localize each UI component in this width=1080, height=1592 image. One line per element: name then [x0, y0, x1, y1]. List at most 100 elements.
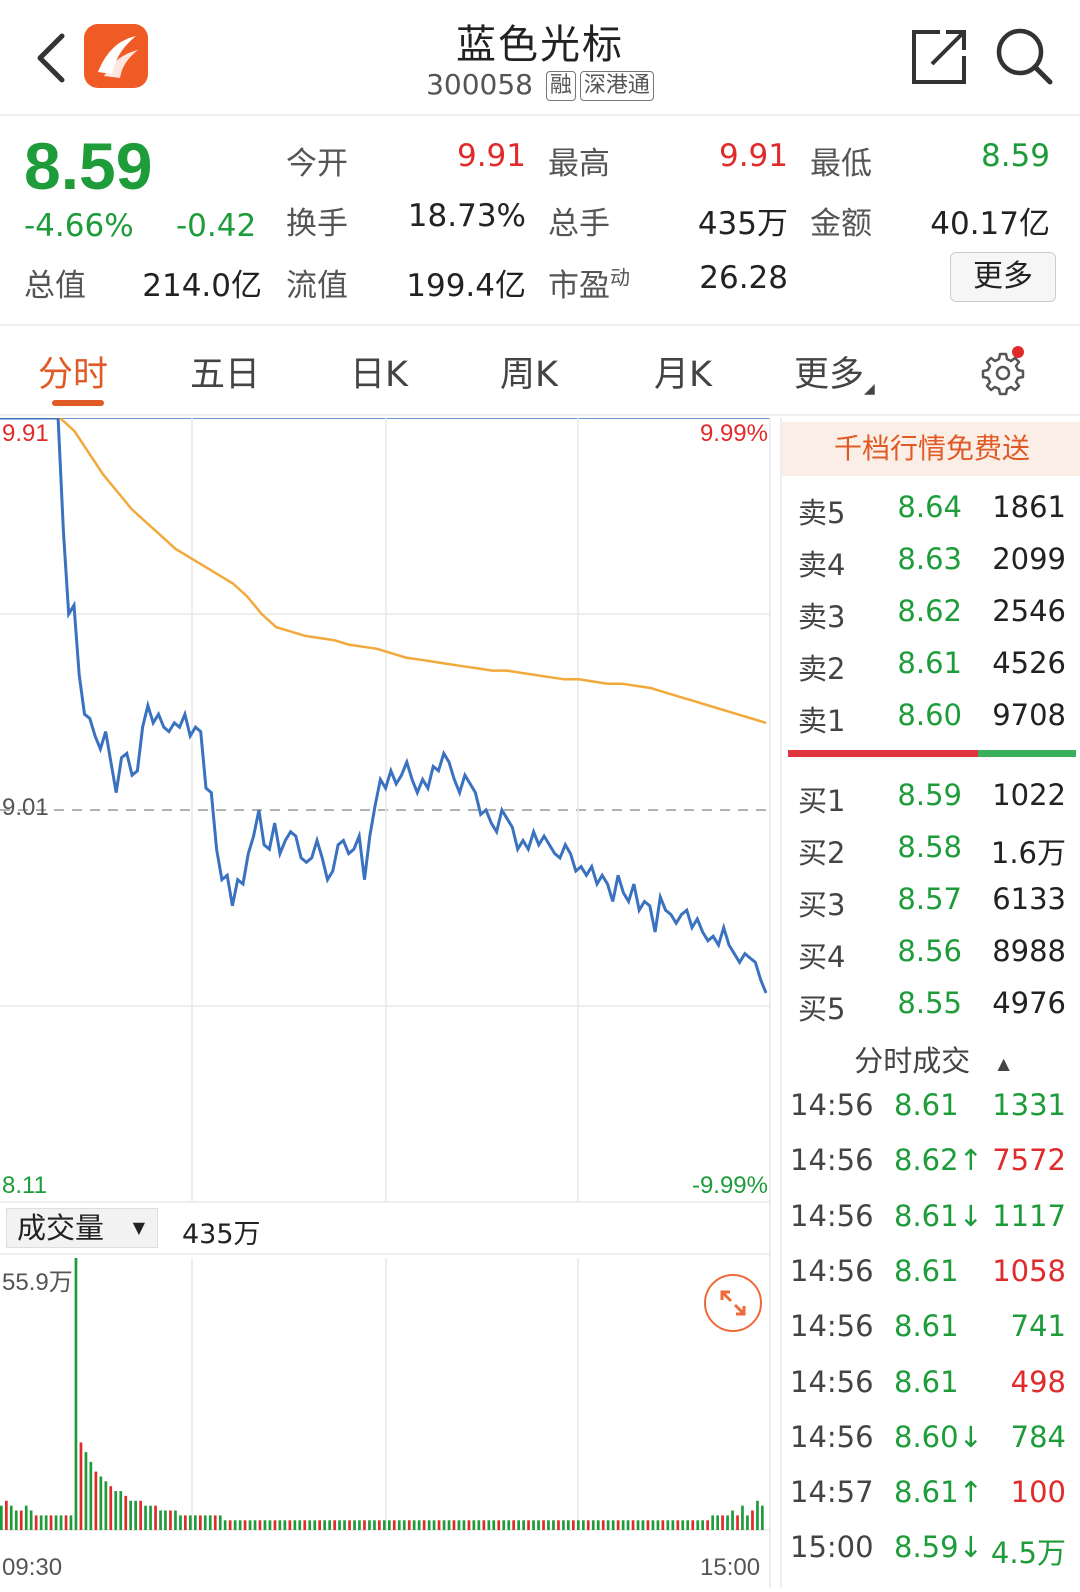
- volume-bar: [442, 1520, 446, 1530]
- tab-daily-k[interactable]: 日K: [350, 355, 408, 395]
- tab-five-day[interactable]: 五日: [190, 355, 261, 395]
- volume-bar: [268, 1520, 272, 1530]
- volume-label: 总手: [548, 206, 610, 242]
- volume-bar: [417, 1520, 421, 1530]
- tick-price: 8.59↓: [894, 1530, 983, 1565]
- pct-tick-low: -9.99%: [691, 1172, 768, 1199]
- ask-label: 卖4: [798, 548, 846, 582]
- tab-intraday[interactable]: 分时: [38, 355, 109, 395]
- volume-bar: [154, 1505, 157, 1530]
- volume-bar: [631, 1520, 635, 1530]
- amount-value: 40.17亿: [930, 206, 1050, 242]
- volume-bar: [686, 1520, 690, 1530]
- margin-tag: 融: [545, 71, 576, 101]
- volume-bar: [129, 1500, 132, 1530]
- chart-settings-button[interactable]: [980, 346, 1026, 396]
- volume-bar: [696, 1520, 700, 1530]
- volume-bar: [189, 1515, 192, 1530]
- volume-bar: [124, 1495, 128, 1530]
- tab-weekly-k[interactable]: 周K: [500, 355, 558, 395]
- volume-max-label: 55.9万: [2, 1269, 73, 1296]
- volume-value: 435万: [697, 206, 788, 242]
- volume-bar: [641, 1520, 645, 1530]
- fullscreen-button[interactable]: [704, 1274, 762, 1332]
- volume-bar: [303, 1520, 307, 1530]
- promo-banner[interactable]: 千档行情免费送: [782, 422, 1080, 476]
- volume-bar: [263, 1520, 267, 1530]
- volume-bar: [149, 1505, 152, 1530]
- volume-bar: [731, 1510, 734, 1530]
- volume-bar: [343, 1520, 346, 1530]
- volume-bars: [0, 1258, 764, 1530]
- gear-icon: [981, 352, 1025, 396]
- volume-indicator-select[interactable]: 成交量 ▼: [6, 1208, 158, 1248]
- tick-volume: 1331: [992, 1088, 1066, 1122]
- share-button[interactable]: [910, 28, 968, 86]
- ask-label: 卖5: [798, 496, 846, 530]
- volume-bar: [114, 1491, 118, 1530]
- tick-price: 8.60↓: [894, 1419, 983, 1454]
- tick-price: 8.61: [894, 1309, 959, 1344]
- chart-tabs: 分时 五日 日K 周K 月K 更多◢: [0, 328, 1080, 416]
- volume-bar: [502, 1520, 506, 1530]
- low-label: 最低: [810, 146, 872, 182]
- ask-ratio-segment: [788, 750, 979, 757]
- volume-bar: [666, 1520, 670, 1530]
- tick-price: 8.62↑: [894, 1143, 983, 1178]
- volume-bar: [174, 1510, 177, 1530]
- ask-price: 8.64: [897, 490, 962, 524]
- volume-bar: [751, 1510, 754, 1530]
- y-tick-low: 8.11: [2, 1172, 47, 1199]
- tick-row: 14:56 8.61 498: [782, 1359, 1080, 1411]
- stock-name: 蓝色光标: [456, 22, 624, 68]
- volume-bar: [74, 1258, 78, 1530]
- back-button[interactable]: [30, 30, 74, 86]
- tick-time: 14:56: [790, 1309, 874, 1344]
- volume-bar: [89, 1461, 93, 1530]
- ask-volume: 9708: [992, 698, 1066, 732]
- volume-bar: [283, 1520, 287, 1530]
- intraday-chart[interactable]: 9.91 9.01 8.11 9.99% -9.99% 成交量 ▼ 435万 5…: [0, 416, 780, 1588]
- volume-bar: [512, 1520, 515, 1530]
- pe-value: 26.28: [699, 260, 788, 296]
- more-quote-button[interactable]: 更多: [950, 252, 1056, 302]
- bid-volume: 4976: [992, 986, 1066, 1020]
- volume-bar: [24, 1505, 28, 1530]
- volume-bar: [761, 1505, 764, 1530]
- volume-bar: [199, 1515, 202, 1530]
- volume-bar: [253, 1520, 257, 1530]
- share-icon: [912, 30, 966, 84]
- volume-bar: [383, 1520, 386, 1530]
- volume-bar: [159, 1510, 162, 1530]
- volume-bar: [427, 1520, 431, 1530]
- open-label: 今开: [286, 146, 348, 182]
- float-cap-value: 199.4亿: [406, 268, 526, 304]
- volume-bar: [119, 1491, 123, 1530]
- volume-bar: [139, 1500, 142, 1530]
- volume-bar: [298, 1520, 302, 1530]
- volume-bar: [278, 1520, 282, 1530]
- volume-bar: [482, 1520, 486, 1530]
- volume-bar: [348, 1520, 351, 1530]
- volume-bar: [756, 1500, 759, 1530]
- tick-price: 8.61: [894, 1088, 959, 1122]
- tab-more[interactable]: 更多◢: [794, 355, 875, 397]
- bid-label: 买3: [798, 888, 846, 922]
- tab-monthly-k[interactable]: 月K: [654, 355, 712, 395]
- ask-row-4: 卖4 8.63 2099: [782, 534, 1080, 586]
- volume-bar: [69, 1515, 73, 1530]
- pct-tick-high: 9.99%: [699, 420, 768, 447]
- volume-bar: [34, 1515, 38, 1530]
- volume-bar: [9, 1505, 13, 1530]
- ticks-header[interactable]: 分时成交 ▲: [782, 1038, 1080, 1080]
- search-button[interactable]: [994, 26, 1054, 86]
- ask-row-1: 卖1 8.60 9708: [782, 690, 1080, 742]
- volume-bar: [651, 1520, 655, 1530]
- bid-ratio-segment: [978, 750, 1076, 757]
- x-tick-end: 15:00: [700, 1554, 761, 1581]
- volume-bar: [203, 1515, 207, 1530]
- volume-bar: [273, 1520, 277, 1530]
- change-amount: -0.42: [176, 208, 257, 244]
- bid-label: 买5: [798, 992, 846, 1026]
- volume-bar: [94, 1471, 98, 1530]
